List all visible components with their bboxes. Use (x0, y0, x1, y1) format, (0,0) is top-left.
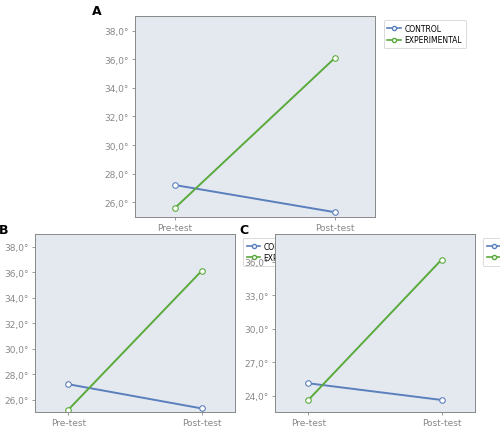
Line: CONTROL: CONTROL (66, 381, 204, 411)
Text: C: C (239, 224, 248, 237)
CONTROL (332, 210, 338, 215)
EXPERIMENTAL (332, 56, 338, 61)
Text: A: A (92, 5, 102, 18)
CONTROL (66, 382, 71, 387)
CONTROL (172, 183, 178, 188)
CONTROL (438, 398, 444, 403)
CONTROL (198, 406, 204, 411)
Text: B: B (0, 224, 8, 237)
Line: EXPERIMENTAL: EXPERIMENTAL (306, 257, 444, 403)
Line: EXPERIMENTAL: EXPERIMENTAL (172, 56, 338, 211)
Legend: CONTROL, EXPERIMENTAL: CONTROL, EXPERIMENTAL (384, 21, 466, 49)
Legend: CONTROL, EXPERIMENTAL: CONTROL, EXPERIMENTAL (483, 238, 500, 266)
Line: CONTROL: CONTROL (172, 183, 338, 216)
Legend: CONTROL, EXPERIMENTAL: CONTROL, EXPERIMENTAL (243, 238, 325, 266)
Line: CONTROL: CONTROL (306, 381, 444, 403)
EXPERIMENTAL (172, 206, 178, 211)
EXPERIMENTAL (198, 269, 204, 274)
Line: EXPERIMENTAL: EXPERIMENTAL (66, 269, 204, 413)
EXPERIMENTAL (66, 407, 71, 412)
EXPERIMENTAL (438, 257, 444, 263)
CONTROL (306, 381, 312, 386)
EXPERIMENTAL (306, 398, 312, 403)
